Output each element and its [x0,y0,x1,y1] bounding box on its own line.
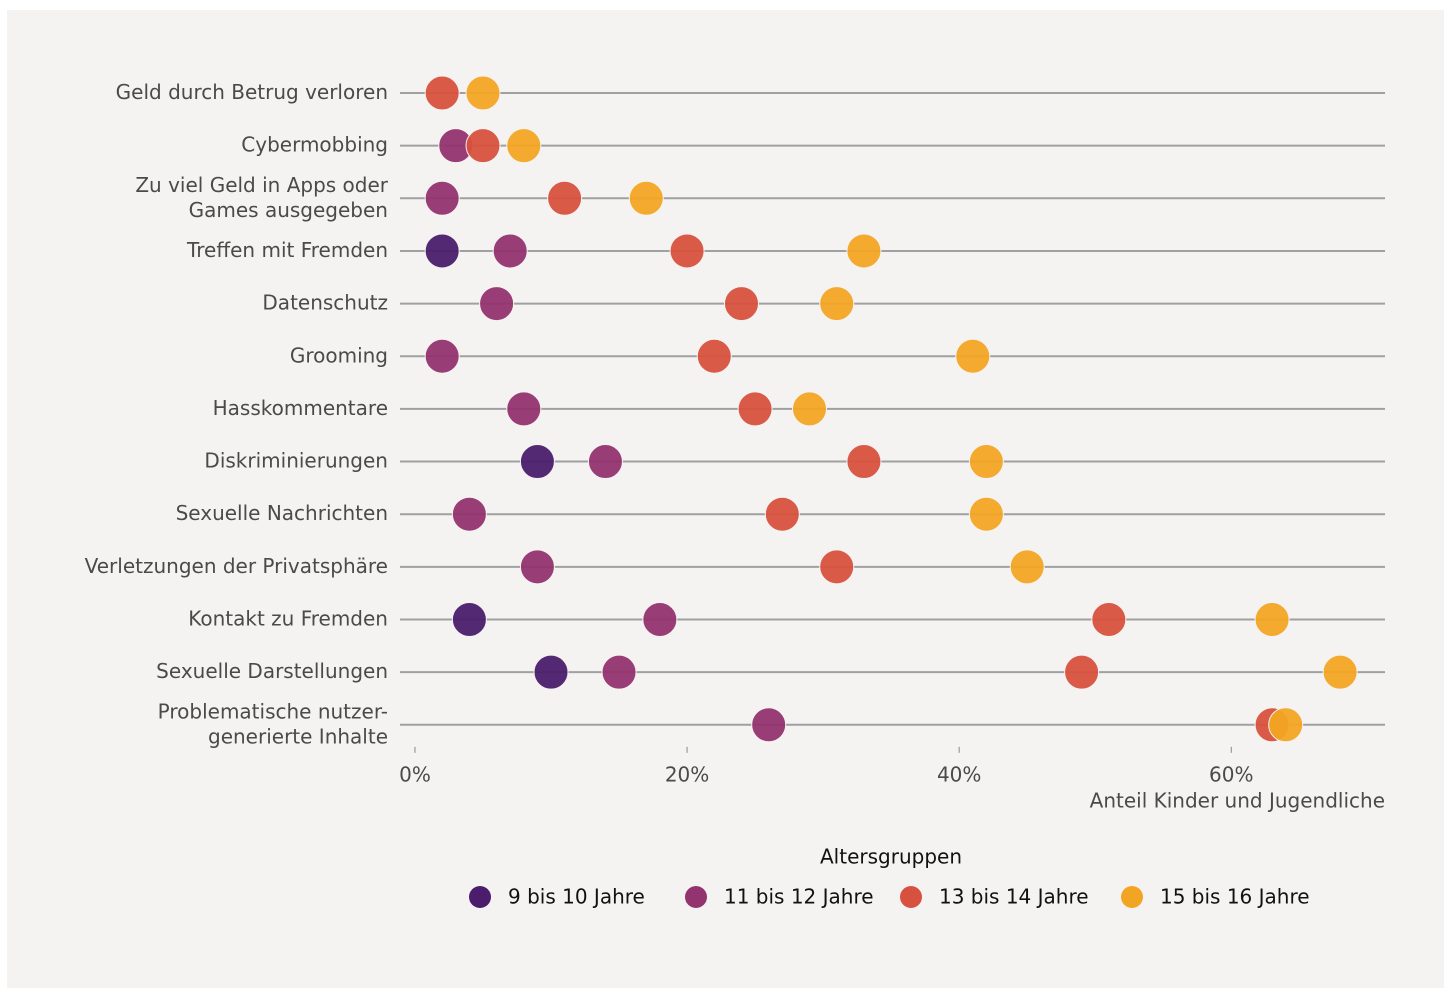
dot [587,444,623,480]
category-label: Diskriminierungen [204,448,388,472]
legend-label: 15 bis 16 Jahre [1160,885,1310,909]
category-label: Hasskommentare [213,395,388,419]
dot [737,391,773,427]
dot [628,180,664,216]
dot [723,286,759,322]
dot [819,549,855,585]
dot [519,444,555,480]
legend-label: 13 bis 14 Jahre [939,885,1089,909]
dot [1064,654,1100,690]
category-label: Sexuelle Nachrichten [176,501,388,525]
category-label: Treffen mit Fremden [186,237,388,261]
dot [751,707,787,743]
dot [519,549,555,585]
dot [1254,602,1290,637]
dot [669,233,705,269]
dot [696,338,732,374]
x-tick-label: 60% [1209,762,1253,786]
category-label: Geld durch Betrug verloren [116,80,388,104]
panel [7,10,1444,988]
dot [492,233,528,269]
legend-swatch [1121,886,1143,908]
dot [968,444,1004,480]
dot [846,233,882,269]
dot [1091,602,1127,637]
dot [479,286,515,322]
dot [424,180,460,216]
category-label: Sexuelle Darstellungen [156,659,388,683]
dot [465,128,501,164]
dot [506,391,542,427]
dot [424,233,460,269]
dot [792,391,828,427]
legend-swatch [900,886,922,908]
category-label: Problematische nutzer-generierte Inhalte [158,699,388,748]
legend-swatch [685,886,707,908]
dot [1009,549,1045,585]
dot [424,75,460,111]
category-label: Kontakt zu Fremden [188,606,388,630]
dot [547,180,583,216]
dot [451,602,487,637]
dot [846,444,882,480]
dot [451,496,487,532]
dot [533,654,569,690]
dot [601,654,637,690]
legend-label: 11 bis 12 Jahre [724,885,874,909]
x-tick-label: 40% [937,762,981,786]
x-tick-label: 20% [665,762,709,786]
dot [642,602,678,637]
dot [1322,654,1358,690]
legend-swatch [469,886,491,908]
dot [506,128,542,164]
category-label: Datenschutz [262,290,388,314]
legend-label: 9 bis 10 Jahre [508,885,645,909]
dot [424,338,460,374]
dot [955,338,991,374]
dot [465,75,501,111]
dot [968,496,1004,532]
dot [1268,707,1304,743]
category-label: Verletzungen der Privatsphäre [85,553,388,577]
legend: 9 bis 10 Jahre 11 bis 12 Jahre 13 bis 14 J… [469,885,1310,909]
category-label: Zu viel Geld in Apps oder Games ausgegebe… [135,172,388,221]
legend-title: Altersgruppen [820,845,962,869]
category-label: Cybermobbing [241,132,388,156]
dot [764,496,800,532]
x-axis-title: Anteil Kinder und Jugendliche [1090,789,1385,813]
dot [819,286,855,322]
category-label: Grooming [290,343,388,367]
x-tick-label: 0% [399,762,431,786]
